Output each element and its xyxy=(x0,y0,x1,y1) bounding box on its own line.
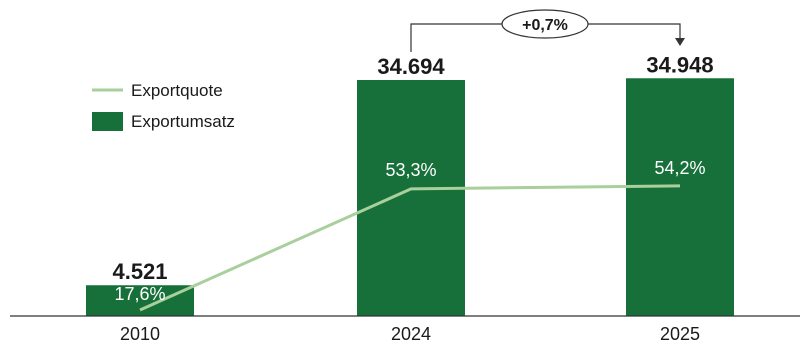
exportquote-line xyxy=(139,184,681,312)
bar-2024 xyxy=(357,80,465,316)
bar-2010 xyxy=(86,285,194,316)
bar-2025 xyxy=(626,78,734,316)
legend: Exportquote Exportumsatz xyxy=(92,81,235,131)
growth-arrowhead-icon xyxy=(675,38,685,46)
labels-layer: 4.521 2010 34.694 2024 34.948 2025 17,6% 53,3% 5… xyxy=(112,52,713,344)
exportquote-label-2010: 17,6% xyxy=(114,284,165,304)
bar-value-2025: 34.948 xyxy=(646,52,713,77)
legend-label-exportquote: Exportquote xyxy=(131,81,223,100)
x-tick-2025: 2025 xyxy=(660,324,700,344)
growth-bubble xyxy=(501,9,589,39)
bar-value-2024: 34.694 xyxy=(377,54,445,79)
bar-value-2010: 4.521 xyxy=(112,259,167,284)
x-tick-2024: 2024 xyxy=(391,324,431,344)
x-tick-2010: 2010 xyxy=(120,324,160,344)
legend-swatch-exportumsatz xyxy=(92,112,123,131)
legend-label-exportumsatz: Exportumsatz xyxy=(131,112,235,131)
exportquote-label-2024: 53,3% xyxy=(385,160,436,180)
growth-label: +0,7% xyxy=(522,17,568,34)
exportquote-label-2025: 54,2% xyxy=(654,158,705,178)
growth-annotation: +0,7% xyxy=(410,9,685,52)
line-layer xyxy=(139,184,681,312)
bars-layer xyxy=(86,78,734,316)
